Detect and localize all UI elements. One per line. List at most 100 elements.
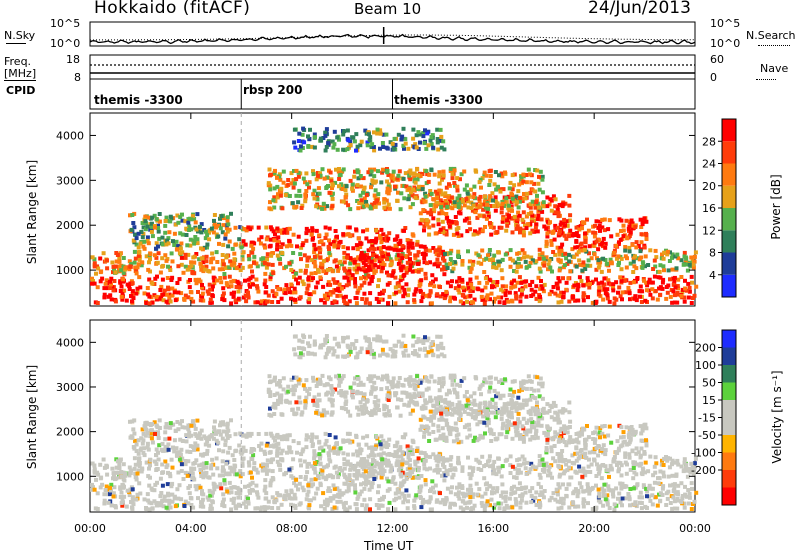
velocity-cell xyxy=(265,506,269,510)
velocity-cell xyxy=(441,463,445,467)
power-cell xyxy=(334,258,338,262)
power-cell xyxy=(341,245,345,249)
power-cell xyxy=(566,276,570,280)
velocity-cell xyxy=(442,478,446,482)
power-cell xyxy=(539,170,543,174)
power-cell xyxy=(661,281,665,285)
velocity-cell xyxy=(534,412,538,416)
power-cell xyxy=(271,263,275,267)
power-cell xyxy=(640,240,644,244)
power-cell xyxy=(365,193,369,197)
power-cell xyxy=(600,218,604,222)
velocity-cell xyxy=(190,470,194,474)
power-cell xyxy=(496,260,500,264)
power-cell xyxy=(268,173,272,177)
velocity-cell xyxy=(304,438,308,442)
velocity-cell xyxy=(136,472,140,476)
velocity-cell xyxy=(618,482,622,486)
power-cell xyxy=(691,263,695,267)
velocity-cell xyxy=(120,491,124,495)
power-cell xyxy=(423,253,427,257)
power-cell xyxy=(345,233,349,237)
velocity-cell xyxy=(500,417,504,421)
power-cell xyxy=(534,200,538,204)
velocity-cell xyxy=(461,492,465,496)
velocity-cell xyxy=(154,501,158,505)
power-cell xyxy=(198,262,202,266)
velocity-cell xyxy=(160,463,164,467)
power-cell xyxy=(368,291,372,295)
velocity-cell xyxy=(604,497,608,501)
velocity-cell xyxy=(312,496,316,500)
power-cell xyxy=(199,298,203,302)
power-cell xyxy=(375,132,379,136)
velocity-cell xyxy=(422,435,426,439)
velocity-cell xyxy=(119,474,123,478)
velocity-cell xyxy=(98,463,102,467)
power-cell xyxy=(423,245,427,249)
velocity-cell xyxy=(690,481,694,485)
power-cell xyxy=(587,229,591,233)
power-cell xyxy=(196,290,200,294)
power-cell xyxy=(402,177,406,181)
power-cell xyxy=(505,218,509,222)
velocity-cell xyxy=(195,419,199,423)
power-cell xyxy=(499,288,503,292)
velocity-cell xyxy=(648,499,652,503)
power-cell xyxy=(651,296,655,300)
velocity-cell xyxy=(341,438,345,442)
velocity-cell xyxy=(565,487,569,491)
power-cell xyxy=(550,209,554,213)
power-cell xyxy=(247,257,251,261)
power-cell xyxy=(344,188,348,192)
velocity-cell xyxy=(286,493,290,497)
velocity-cell xyxy=(363,461,367,465)
power-cell xyxy=(293,182,297,186)
power-cell xyxy=(275,243,279,247)
velocity-cell xyxy=(284,489,288,493)
velocity-cell xyxy=(344,482,348,486)
velocity-cell xyxy=(91,462,95,466)
power-cell xyxy=(276,254,280,258)
velocity-cell xyxy=(322,465,326,469)
velocity-cell xyxy=(173,496,177,500)
power-cell xyxy=(326,141,330,145)
power-cell xyxy=(465,217,469,221)
power-cell xyxy=(342,167,346,171)
power-cell xyxy=(541,251,545,255)
velocity-cell xyxy=(386,443,390,447)
power-cell xyxy=(689,256,693,260)
velocity-cell xyxy=(271,477,275,481)
power-cell xyxy=(550,270,554,274)
power-cell xyxy=(223,237,227,241)
power-cell xyxy=(406,300,410,304)
power-cell xyxy=(114,270,118,274)
velocity-cell xyxy=(611,488,615,492)
velocity-cell xyxy=(399,454,403,458)
power-cell xyxy=(417,250,421,254)
velocity-cell xyxy=(571,501,575,505)
velocity-cell xyxy=(643,505,647,509)
velocity-cell xyxy=(96,491,100,495)
velocity-cell xyxy=(427,439,431,443)
power-cell xyxy=(477,205,481,209)
power-cell xyxy=(396,174,400,178)
power-cell xyxy=(645,237,649,241)
power-cell xyxy=(623,249,627,253)
velocity-cell xyxy=(104,488,108,492)
velocity-cell xyxy=(156,467,160,471)
power-cell xyxy=(525,255,529,259)
power-cell xyxy=(180,256,184,260)
power-cell xyxy=(609,234,613,238)
velocity-cell xyxy=(467,427,471,431)
power-cell xyxy=(646,263,650,267)
power-cell xyxy=(273,169,277,173)
power-cell xyxy=(141,235,145,239)
velocity-cell xyxy=(246,432,250,436)
power-cell xyxy=(166,287,170,291)
velocity-cell xyxy=(263,485,267,489)
power-cell xyxy=(236,290,240,294)
velocity-cell xyxy=(539,485,543,489)
velocity-cell xyxy=(664,503,668,507)
power-cell xyxy=(413,172,417,176)
